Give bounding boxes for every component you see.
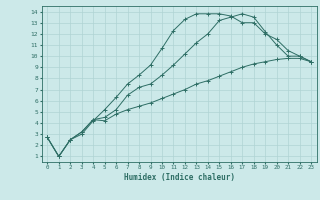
X-axis label: Humidex (Indice chaleur): Humidex (Indice chaleur) [124,173,235,182]
